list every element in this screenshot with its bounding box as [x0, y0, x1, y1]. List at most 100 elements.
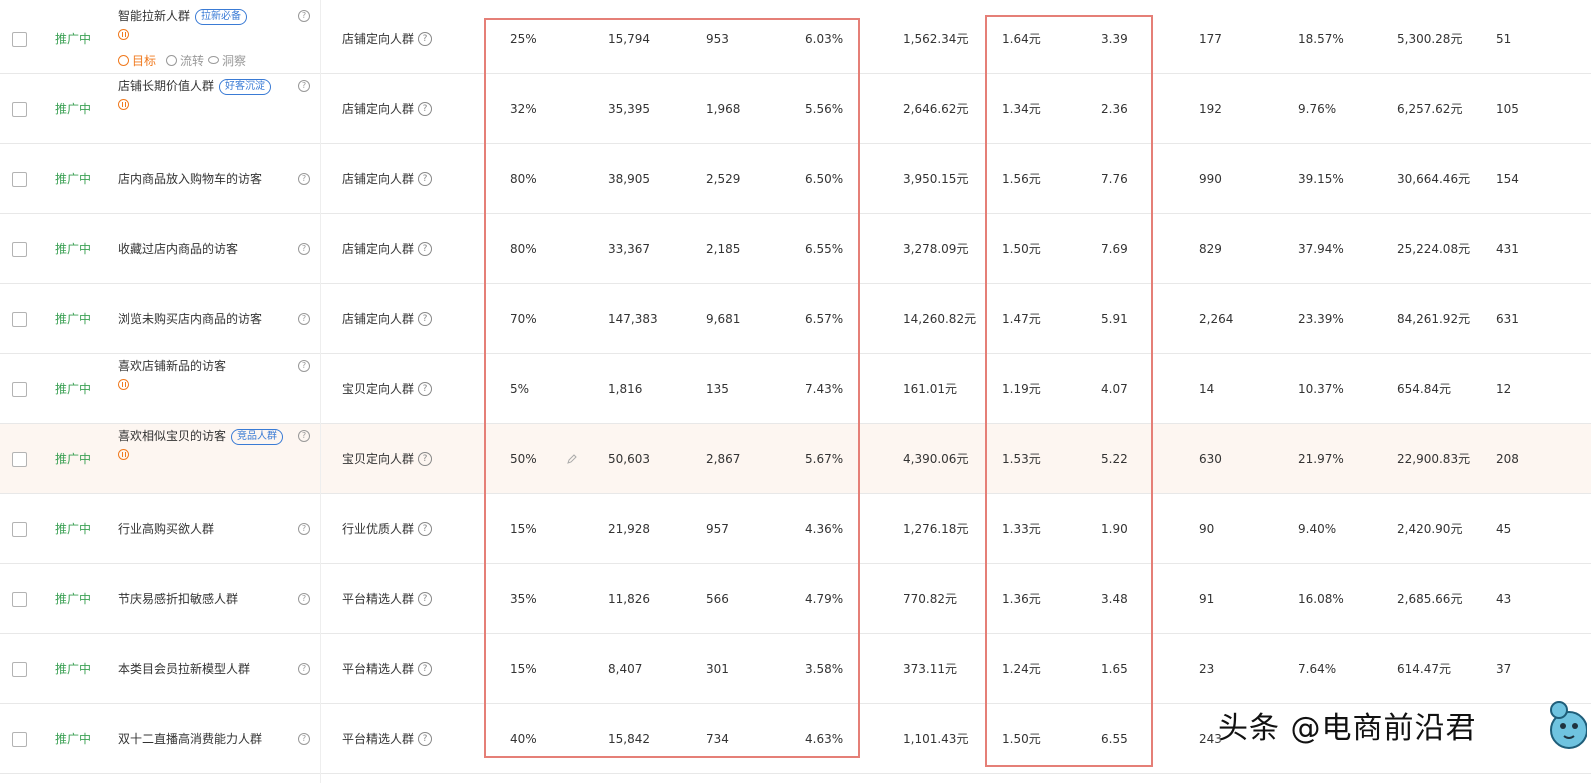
crowd-name[interactable]: 节庆易感折扣敏感人群 [118, 592, 239, 606]
crowd-name-cell: 行业高购买欲人群? [118, 494, 318, 564]
cell-impr: 33,367 [608, 242, 650, 256]
cell-impr: 147,383 [608, 312, 658, 326]
cell-clicks: 301 [706, 662, 729, 676]
cell-pct[interactable]: 32% [510, 102, 537, 116]
pause-icon[interactable] [118, 99, 129, 110]
cell-orders: 192 [1199, 102, 1222, 116]
row-checkbox[interactable] [12, 522, 27, 537]
help-icon[interactable]: ? [418, 171, 433, 186]
table-row: 推广中 双十二直播高消费能力人群? 平台精选人群? 40% 15,842 734 4.63%… [0, 704, 1591, 774]
help-icon[interactable]: ? [418, 731, 433, 746]
cell-last: 51 [1496, 32, 1512, 46]
table-row: 推广中 节庆易感折扣敏感人群? 平台精选人群? 35% 11,826 566 4.79% 77… [0, 564, 1591, 634]
help-icon[interactable]: ? [418, 451, 433, 466]
cell-cvr: 37.94% [1298, 242, 1344, 256]
cell-clicks: 1,968 [706, 102, 741, 116]
flow-action[interactable]: 流转 [166, 54, 204, 68]
row-checkbox[interactable] [12, 662, 27, 677]
help-icon[interactable]: ? [298, 313, 310, 325]
help-icon[interactable]: ? [298, 663, 310, 675]
crowd-name[interactable]: 喜欢相似宝贝的访客 [118, 429, 227, 443]
insight-action[interactable]: 洞察 [208, 54, 246, 68]
cell-ctr: 5.56% [805, 102, 844, 116]
crowd-name[interactable]: 收藏过店内商品的访客 [118, 242, 239, 256]
pause-icon[interactable] [118, 29, 129, 40]
crowd-name[interactable]: 双十二直播高消费能力人群 [118, 732, 263, 746]
status-text: 推广中 [55, 452, 92, 466]
help-icon[interactable]: ? [418, 521, 433, 536]
cell-cpc: 1.53元 [1002, 452, 1041, 466]
crowd-name[interactable]: 喜欢店铺新品的访客 [118, 359, 227, 373]
cell-cost: 14,260.82元 [903, 312, 977, 326]
crowd-type-label: 店铺定向人群 [342, 32, 415, 46]
status-text: 推广中 [55, 732, 92, 746]
cell-clicks: 2,185 [706, 242, 741, 256]
cell-pct[interactable]: 50% [510, 452, 537, 466]
flow-icon [166, 55, 178, 66]
row-checkbox[interactable] [12, 32, 27, 47]
target-action[interactable]: 目标 [118, 54, 156, 68]
row-checkbox[interactable] [12, 102, 27, 117]
crowd-name[interactable]: 店内商品放入购物车的访客 [118, 172, 263, 186]
row-checkbox[interactable] [12, 382, 27, 397]
crowd-type: 行业优质人群? [342, 494, 433, 564]
cell-pct[interactable]: 80% [510, 242, 537, 256]
target-icon [118, 55, 129, 66]
help-icon[interactable]: ? [298, 360, 310, 372]
cell-pct[interactable]: 70% [510, 312, 537, 326]
row-checkbox[interactable] [12, 732, 27, 747]
cell-ctr: 3.58% [805, 662, 844, 676]
crowd-type: 店铺定向人群? [342, 284, 433, 354]
cell-pct[interactable]: 15% [510, 662, 537, 676]
help-icon[interactable]: ? [298, 243, 310, 255]
pause-icon[interactable] [118, 379, 129, 390]
crowd-type-label: 店铺定向人群 [342, 102, 415, 116]
cell-orders: 91 [1199, 592, 1215, 606]
help-icon[interactable]: ? [418, 661, 433, 676]
crowd-name-cell: 喜欢相似宝贝的访客 竞品人群? [118, 424, 318, 494]
crowd-name-cell: 本类目会员拉新模型人群? [118, 634, 318, 704]
help-icon[interactable]: ? [298, 523, 310, 535]
help-icon[interactable]: ? [298, 430, 310, 442]
cell-gmv: 25,224.08元 [1397, 242, 1471, 256]
cell-cpc: 1.50元 [1002, 732, 1041, 746]
cell-pct[interactable]: 15% [510, 522, 537, 536]
row-checkbox[interactable] [12, 592, 27, 607]
help-icon[interactable]: ? [418, 381, 433, 396]
cell-pct[interactable]: 80% [510, 172, 537, 186]
help-icon[interactable]: ? [418, 241, 433, 256]
help-icon[interactable]: ? [298, 173, 310, 185]
cell-pct[interactable]: 5% [510, 382, 530, 396]
help-icon[interactable]: ? [418, 101, 433, 116]
help-icon[interactable]: ? [298, 593, 310, 605]
crowd-name[interactable]: 智能拉新人群 [118, 9, 191, 23]
cell-last: 208 [1496, 452, 1519, 466]
row-checkbox[interactable] [12, 452, 27, 467]
cell-ctr: 6.03% [805, 32, 844, 46]
help-icon[interactable]: ? [298, 80, 310, 92]
cell-pct[interactable]: 25% [510, 32, 537, 46]
cell-gmv: 22,900.83元 [1397, 452, 1471, 466]
cell-cost: 1,276.18元 [903, 522, 969, 536]
help-icon[interactable]: ? [418, 311, 433, 326]
crowd-name[interactable]: 本类目会员拉新模型人群 [118, 662, 251, 676]
cell-pct[interactable]: 40% [510, 732, 537, 746]
table-row: 推广中 智能拉新人群 拉新必备 目标 流转 洞察? 店铺定向人群? 25% 15,794 953 6… [0, 4, 1591, 74]
crowd-name[interactable]: 行业高购买欲人群 [118, 522, 215, 536]
crowd-tag-badge: 拉新必备 [195, 9, 248, 25]
help-icon[interactable]: ? [298, 733, 310, 745]
row-checkbox[interactable] [12, 242, 27, 257]
row-checkbox[interactable] [12, 312, 27, 327]
help-icon[interactable]: ? [418, 31, 433, 46]
pause-icon[interactable] [118, 449, 129, 460]
edit-pencil-icon[interactable] [566, 453, 578, 465]
cell-impr: 15,842 [608, 732, 650, 746]
crowd-name-cell: 收藏过店内商品的访客? [118, 214, 318, 284]
crowd-name[interactable]: 店铺长期价值人群 [118, 79, 215, 93]
cell-roi: 7.76 [1101, 172, 1128, 186]
crowd-name[interactable]: 浏览未购买店内商品的访客 [118, 312, 263, 326]
help-icon[interactable]: ? [418, 591, 433, 606]
row-checkbox[interactable] [12, 172, 27, 187]
help-icon[interactable]: ? [298, 10, 310, 22]
cell-pct[interactable]: 35% [510, 592, 537, 606]
